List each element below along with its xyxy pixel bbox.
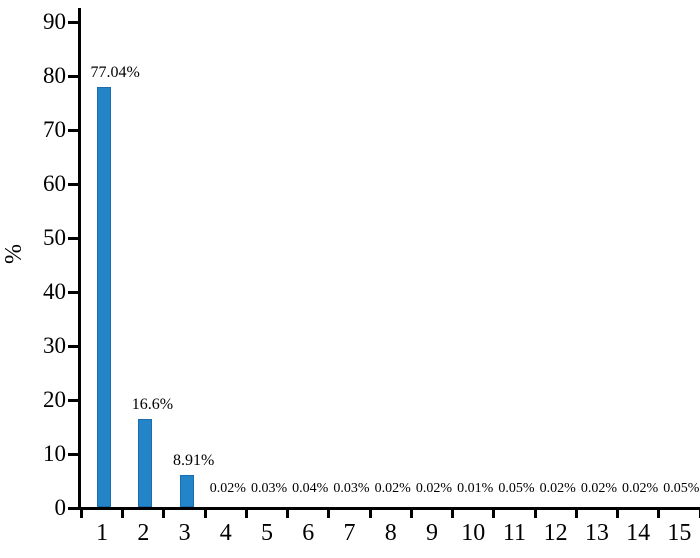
x-axis-tick-label: 13	[584, 520, 609, 546]
x-axis-tick-label: 9	[425, 520, 438, 546]
x-axis-tick-label: 6	[302, 520, 315, 546]
y-axis-tick	[68, 182, 81, 186]
y-axis-tick-label: 50	[43, 225, 66, 250]
bar-value-label: 0.03%	[250, 481, 288, 496]
y-axis-tick	[68, 236, 81, 240]
x-axis-tick-label: 5	[261, 520, 274, 546]
x-axis-tick	[327, 507, 331, 518]
bar	[97, 86, 112, 507]
x-axis-tick-label: 11	[502, 520, 526, 546]
bar-value-label: 0.03%	[333, 481, 370, 496]
x-axis-tick-label: 15	[667, 520, 692, 546]
bar-value-label: 16.6%	[131, 395, 174, 413]
x-axis-tick	[574, 507, 578, 518]
bar-value-label: 0.02%	[209, 481, 246, 496]
x-axis-tick	[244, 507, 248, 518]
bar-value-label: 77.04%	[90, 63, 140, 81]
y-axis-tick-label: 20	[43, 387, 66, 412]
y-axis-tick-label: 70	[43, 117, 66, 142]
bar-value-label: 0.05%	[663, 481, 700, 496]
y-axis-tick	[68, 20, 81, 24]
x-axis-tick-label: 7	[343, 520, 356, 546]
x-axis-tick	[121, 507, 125, 518]
y-axis-line	[78, 8, 81, 510]
bar-value-label: 0.01%	[457, 481, 494, 496]
x-axis-tick	[492, 507, 496, 518]
y-axis-tick-label: 80	[43, 63, 66, 88]
y-axis-tick	[68, 452, 81, 456]
x-axis-tick-label: 2	[137, 520, 150, 546]
bar	[138, 418, 153, 507]
x-axis-tick-label: 1	[96, 520, 109, 546]
bar-value-label: 0.05%	[498, 481, 535, 496]
y-axis-tick-label: 0	[54, 495, 67, 520]
bar-value-label: 0.02%	[415, 481, 453, 496]
y-axis-tick	[68, 74, 81, 78]
y-axis-tick-label: 30	[43, 333, 66, 358]
x-axis-tick	[368, 507, 372, 518]
bar-value-label: 0.02%	[580, 481, 617, 496]
y-axis-tick-label: 10	[43, 441, 66, 466]
y-axis-tick-label: 90	[43, 9, 66, 34]
y-axis-tick-label: 40	[43, 279, 66, 304]
bar-value-label: 0.02%	[622, 481, 659, 496]
y-axis-tick-label: 60	[43, 171, 66, 196]
x-axis-tick-label: 14	[626, 520, 651, 546]
bar-value-label: 0.04%	[292, 481, 329, 496]
x-axis-tick	[286, 507, 290, 518]
y-axis-tick	[68, 290, 81, 294]
x-axis-tick	[533, 507, 537, 518]
bar-value-label: 0.02%	[374, 481, 411, 496]
x-axis-tick	[203, 507, 207, 518]
bar	[179, 475, 194, 507]
y-axis-tick	[68, 506, 81, 510]
bar-value-label: 8.91%	[172, 452, 215, 470]
x-axis-tick-label: 10	[461, 520, 486, 546]
y-axis-tick	[68, 128, 81, 132]
bar-value-label: 0.02%	[539, 481, 576, 496]
x-axis-tick-label: 8	[384, 520, 397, 546]
y-axis-tick	[68, 344, 81, 348]
x-axis-tick	[616, 507, 620, 518]
x-axis-tick	[698, 507, 700, 518]
x-axis-tick-label: 4	[219, 520, 232, 546]
x-axis-tick	[80, 507, 83, 518]
x-axis-tick-label: 12	[543, 520, 568, 546]
y-axis-tick	[68, 398, 81, 402]
x-axis-tick	[451, 507, 455, 518]
x-axis-tick	[657, 507, 661, 518]
x-axis-line	[68, 507, 700, 510]
x-axis-tick	[162, 507, 166, 518]
x-axis-tick-label: 3	[178, 520, 191, 546]
x-axis-tick	[409, 507, 413, 518]
